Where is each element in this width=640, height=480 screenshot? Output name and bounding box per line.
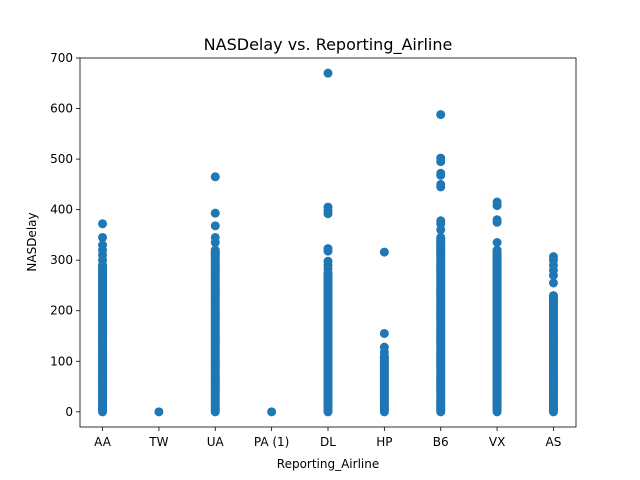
data-point xyxy=(210,172,220,182)
y-tick-label: 500 xyxy=(50,152,73,166)
data-point xyxy=(436,216,446,226)
data-point xyxy=(323,202,333,212)
data-point xyxy=(436,179,446,189)
y-tick-label: 100 xyxy=(50,354,73,368)
data-point xyxy=(98,232,108,242)
data-point xyxy=(379,247,389,257)
data-point xyxy=(548,291,558,301)
data-points xyxy=(98,68,558,417)
data-point xyxy=(492,215,502,225)
x-tick-label: DL xyxy=(320,435,336,449)
x-tick-label: VX xyxy=(489,435,505,449)
y-axis-ticks: 0 100 200 300 400 500 600 700 xyxy=(50,51,80,419)
data-point xyxy=(154,407,164,417)
chart-title: NASDelay vs. Reporting_Airline xyxy=(204,35,453,55)
data-point xyxy=(379,342,389,352)
data-point xyxy=(210,232,220,242)
x-tick-label: UA xyxy=(207,435,225,449)
x-tick-label: HP xyxy=(376,435,392,449)
data-point xyxy=(492,245,502,255)
y-tick-label: 600 xyxy=(50,102,73,116)
data-point xyxy=(548,278,558,288)
x-tick-label: PA (1) xyxy=(254,435,290,449)
x-tick-label: B6 xyxy=(433,435,449,449)
data-point xyxy=(210,208,220,218)
x-tick-label: AS xyxy=(546,435,562,449)
data-point xyxy=(323,256,333,266)
data-point xyxy=(548,252,558,262)
y-tick-label: 200 xyxy=(50,304,73,318)
x-axis-label: Reporting_Airline xyxy=(277,457,379,471)
data-point xyxy=(323,244,333,254)
data-point xyxy=(492,238,502,247)
data-point xyxy=(436,153,446,163)
y-tick-label: 0 xyxy=(65,405,73,419)
data-point xyxy=(436,232,446,242)
data-point xyxy=(210,221,220,231)
data-point xyxy=(210,245,220,255)
data-point xyxy=(98,240,108,250)
x-tick-label: AA xyxy=(94,435,112,449)
x-tick-label: TW xyxy=(148,435,168,449)
y-tick-label: 400 xyxy=(50,203,73,217)
data-point xyxy=(379,328,389,338)
data-point xyxy=(436,110,446,120)
data-point xyxy=(492,197,502,207)
x-axis-ticks: AA TW UA PA (1) DL HP B6 VX AS xyxy=(94,427,561,449)
y-tick-label: 300 xyxy=(50,253,73,267)
y-tick-label: 700 xyxy=(50,51,73,65)
data-point xyxy=(267,407,277,417)
data-point xyxy=(98,219,108,229)
y-axis-label: NASDelay xyxy=(25,212,39,271)
data-point xyxy=(436,168,446,178)
data-point xyxy=(323,68,333,78)
